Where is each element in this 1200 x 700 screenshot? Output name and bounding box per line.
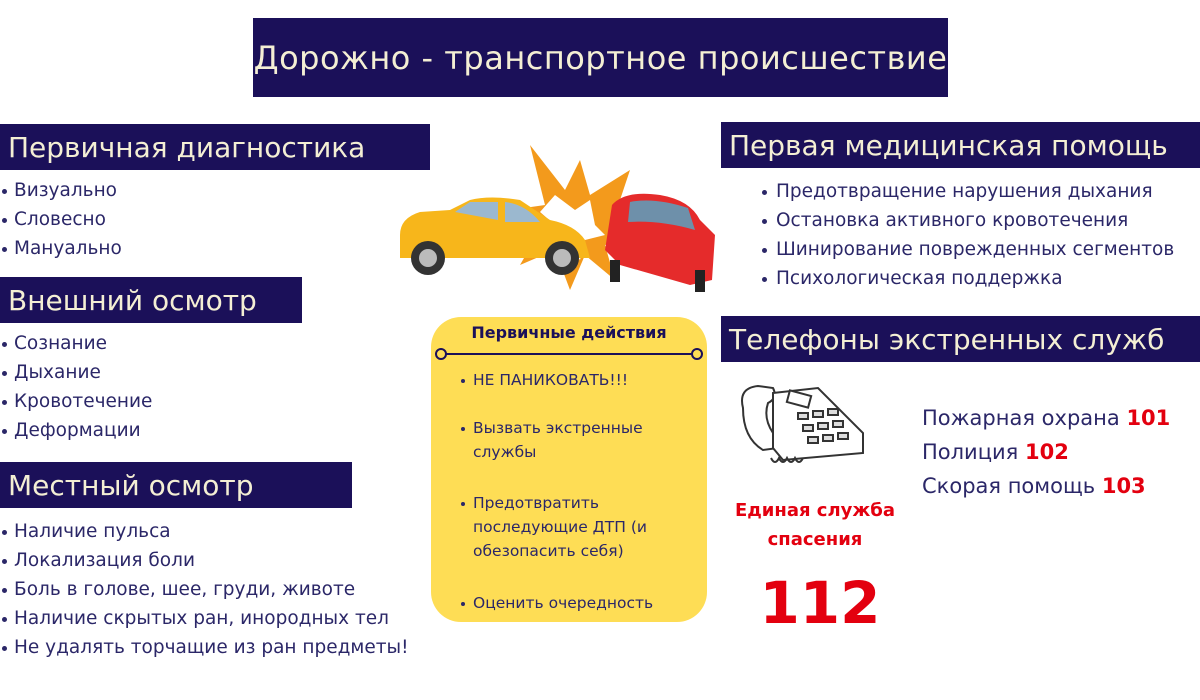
- phone-entry: Скорая помощь 103: [922, 469, 1170, 503]
- list-item: Сознание: [0, 329, 152, 358]
- telephone-illustration: [741, 384, 864, 463]
- list-item: Боль в голове, шее, груди, животе: [0, 575, 409, 604]
- list-item: Вызвать экстренные службы: [459, 416, 693, 464]
- service-number: 103: [1101, 474, 1146, 498]
- first-aid-list: Предотвращение нарушения дыхания Останов…: [760, 177, 1174, 293]
- local-exam-heading: Местный осмотр: [0, 462, 352, 508]
- primary-diagnostics-list: Визуально Словесно Мануально: [0, 176, 122, 263]
- list-item: Дыхание: [0, 358, 152, 387]
- list-item: Кровотечение: [0, 387, 152, 416]
- service-number: 102: [1024, 440, 1069, 464]
- emergency-heading: Телефоны экстренных служб: [721, 316, 1200, 362]
- list-item: Оценить очередность: [459, 591, 693, 615]
- list-item: Локализация боли: [0, 546, 409, 575]
- list-item: Шинирование поврежденных сегментов: [760, 235, 1174, 264]
- list-item: Наличие скрытых ран, инородных тел: [0, 604, 409, 633]
- list-item: Остановка активного кровотечения: [760, 206, 1174, 235]
- list-item: Предотвратить последующие ДТП (и обезопа…: [459, 491, 693, 563]
- service-name: Полиция: [922, 440, 1019, 464]
- external-exam-list: Сознание Дыхание Кровотечение Деформации: [0, 329, 152, 445]
- page-title: Дорожно - транспортное происшествие: [253, 18, 948, 97]
- list-item: Словесно: [0, 205, 122, 234]
- phone-entry: Пожарная охрана 101: [922, 401, 1170, 435]
- list-item: Визуально: [0, 176, 122, 205]
- list-item: Не удалять торчащие из ран предметы!: [0, 633, 409, 662]
- list-item: Психологическая поддержка: [760, 264, 1174, 293]
- primary-diagnostics-heading: Первичная диагностика: [0, 124, 430, 170]
- service-name: Пожарная охрана: [922, 406, 1120, 430]
- car-crash-illustration: [400, 145, 715, 292]
- list-item: Предотвращение нарушения дыхания: [760, 177, 1174, 206]
- service-number: 101: [1126, 406, 1171, 430]
- first-aid-heading: Первая медицинская помощь: [721, 122, 1200, 168]
- phone-entry: Полиция 102: [922, 435, 1170, 469]
- emergency-phone-list: Пожарная охрана 101 Полиция 102 Скорая п…: [922, 401, 1170, 503]
- unified-rescue-label: Единая служба спасения: [734, 500, 896, 550]
- list-item: Мануально: [0, 234, 122, 263]
- list-item: НЕ ПАНИКОВАТЬ!!!: [459, 368, 693, 392]
- list-item: Наличие пульса: [0, 517, 409, 546]
- service-name: Скорая помощь: [922, 474, 1096, 498]
- primary-actions-list: НЕ ПАНИКОВАТЬ!!! Вызвать экстренные служ…: [459, 368, 693, 615]
- primary-actions-panel: Первичные действия НЕ ПАНИКОВАТЬ!!! Вызв…: [431, 317, 707, 622]
- divider: [435, 348, 703, 360]
- unified-rescue-number: 112: [759, 569, 881, 637]
- list-item: Деформации: [0, 416, 152, 445]
- external-exam-heading: Внешний осмотр: [0, 277, 302, 323]
- primary-actions-heading: Первичные действия: [471, 323, 667, 342]
- local-exam-list: Наличие пульса Локализация боли Боль в г…: [0, 517, 409, 662]
